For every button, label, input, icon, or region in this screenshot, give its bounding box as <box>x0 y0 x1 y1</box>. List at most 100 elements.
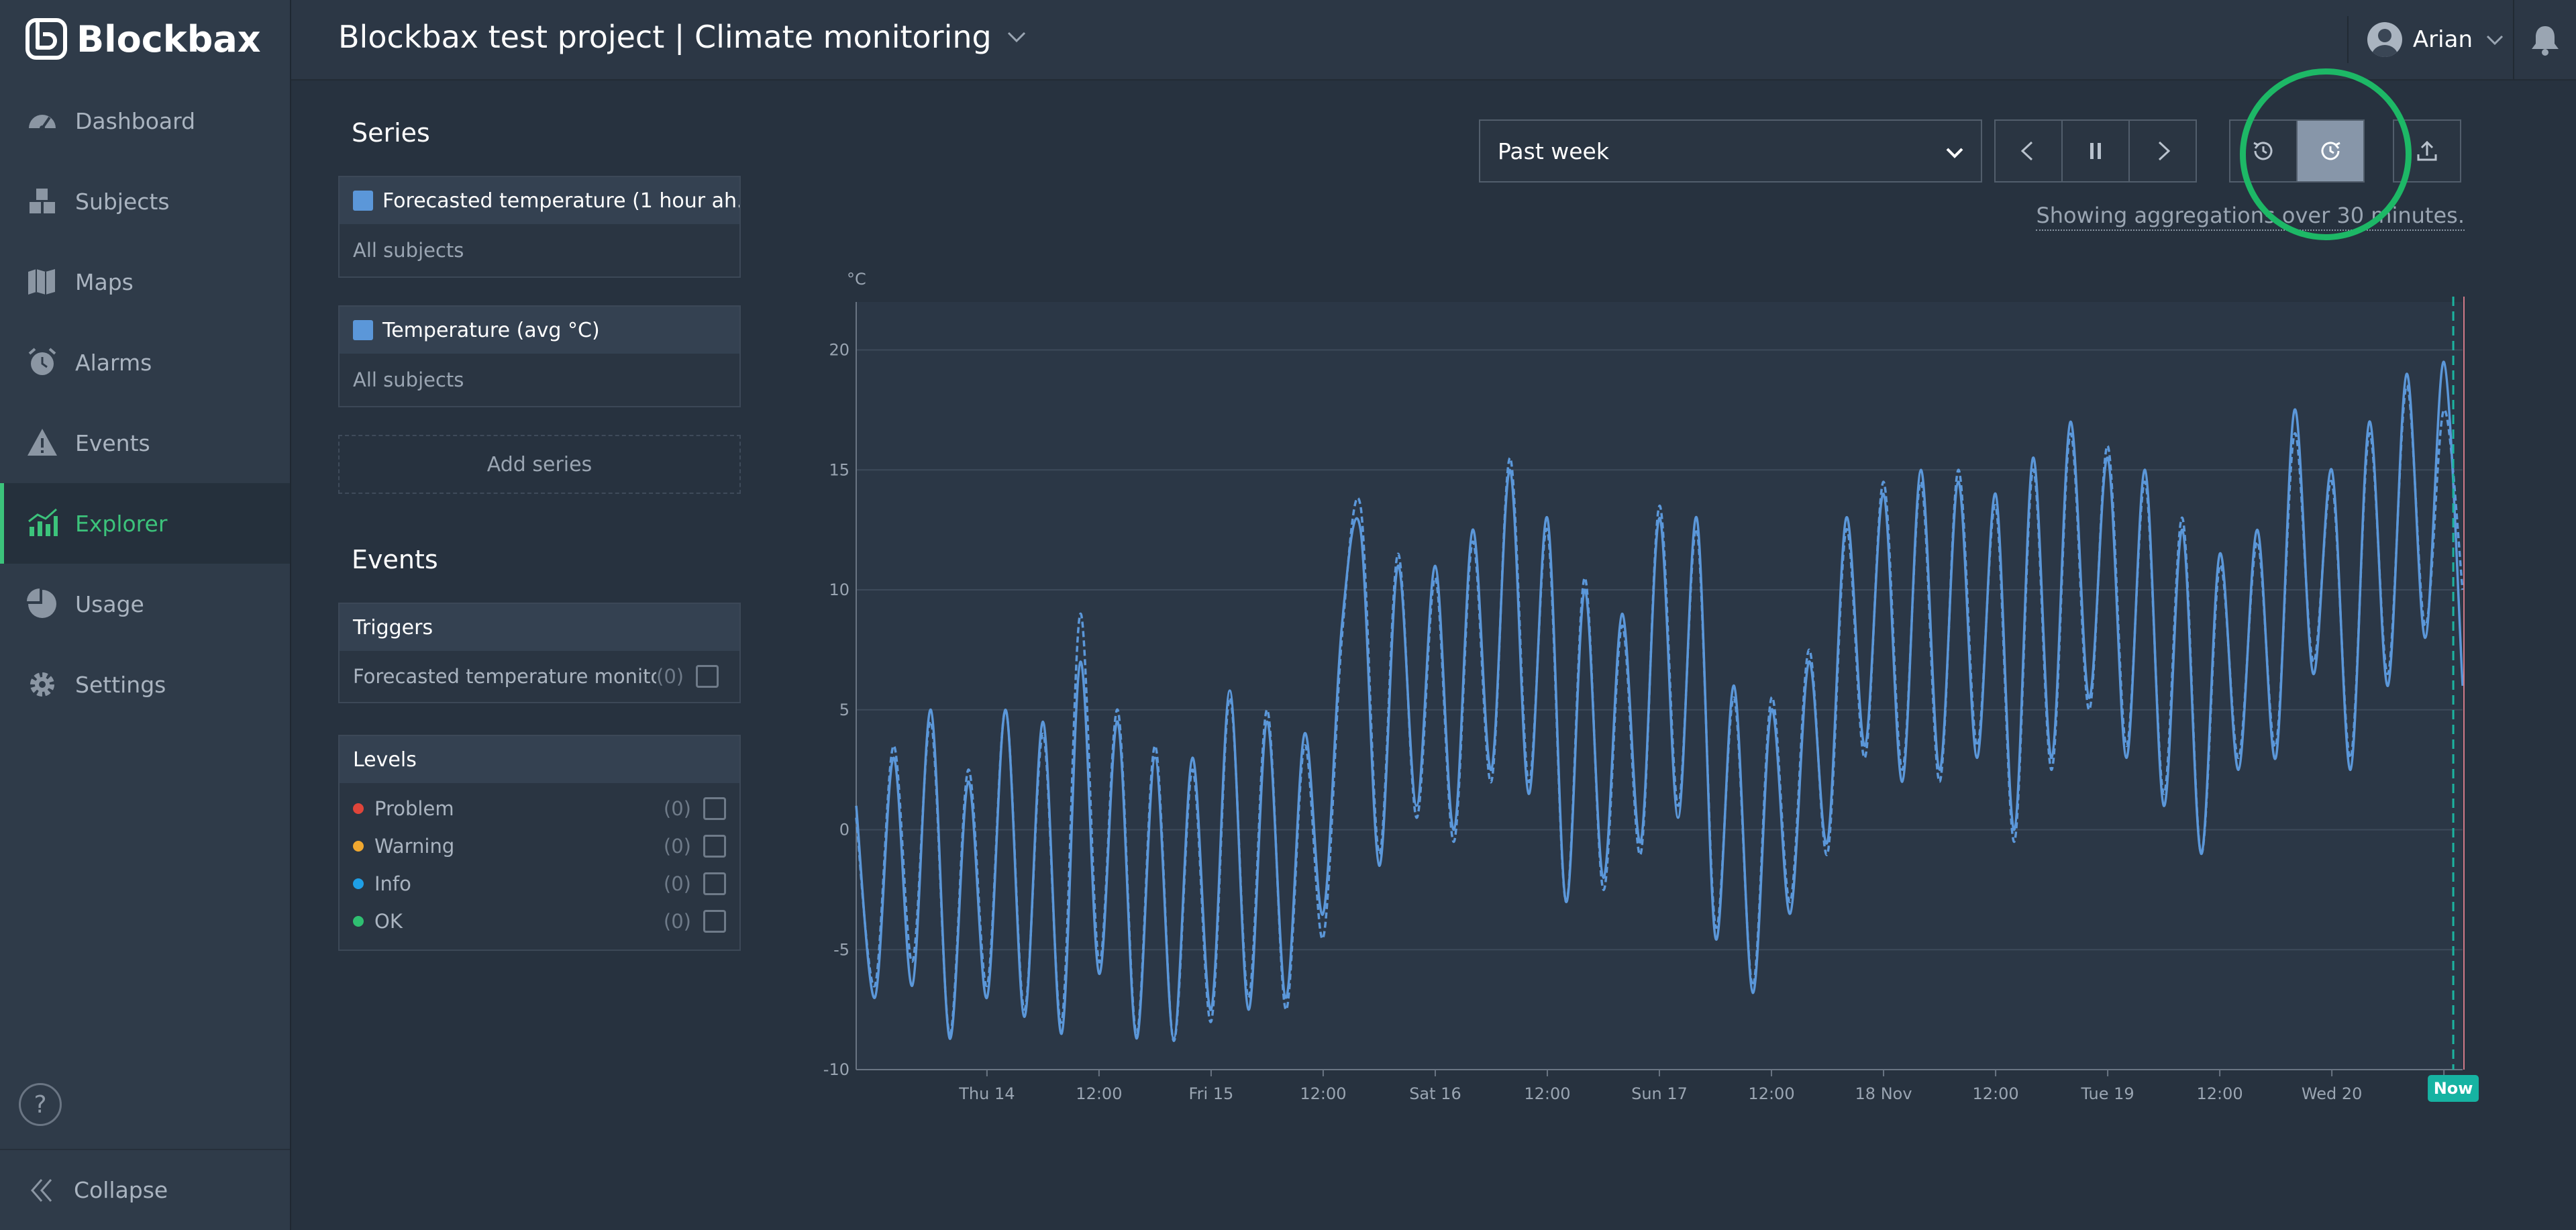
series-card[interactable]: Forecasted temperature (1 hour ah... All… <box>338 176 741 278</box>
history-back-button[interactable] <box>2229 119 2298 183</box>
level-row-problem[interactable]: Problem (0) <box>340 790 739 827</box>
level-checkbox[interactable] <box>703 910 726 933</box>
sidebar-item-label: Maps <box>75 268 134 295</box>
time-range-value: Past week <box>1498 138 1609 164</box>
time-range-select[interactable]: Past week <box>1479 119 1982 183</box>
user-menu[interactable]: Arian <box>2347 16 2505 63</box>
collapse-label: Collapse <box>74 1177 168 1203</box>
sidebar-item-label: Dashboard <box>75 107 196 134</box>
sidebar-item-settings[interactable]: Settings <box>0 644 290 725</box>
alarm-clock-icon <box>24 344 60 380</box>
level-count: (0) <box>663 872 691 895</box>
pause-icon <box>2090 143 2101 159</box>
events-section-title: Events <box>352 545 438 574</box>
y-tick-label: -10 <box>823 1060 849 1079</box>
y-tick-label: -5 <box>833 940 849 959</box>
sidebar-item-label: Settings <box>75 671 166 698</box>
level-label: Problem <box>374 797 454 820</box>
x-tick-label: 12:00 <box>1076 1084 1122 1103</box>
level-label: OK <box>374 910 403 933</box>
upload-icon <box>2417 140 2437 161</box>
x-tick-label: 12:00 <box>2197 1084 2243 1103</box>
x-tick-label: Fri 15 <box>1189 1084 1234 1103</box>
level-row-warning[interactable]: Warning (0) <box>340 827 739 865</box>
sidebar-item-events[interactable]: Events <box>0 403 290 483</box>
blockbax-logo-icon <box>25 18 67 60</box>
collapse-button[interactable]: Collapse <box>0 1149 290 1230</box>
sidebar-item-label: Subjects <box>75 188 170 215</box>
trigger-checkbox[interactable] <box>696 665 719 688</box>
y-tick-label: 15 <box>829 460 849 479</box>
series-color-swatch <box>353 320 373 340</box>
level-label: Info <box>374 872 411 895</box>
trigger-count: (0) <box>656 665 684 688</box>
series-header[interactable]: Forecasted temperature (1 hour ah... <box>340 177 739 224</box>
chart-icon <box>24 505 60 542</box>
level-row-ok[interactable]: OK (0) <box>340 903 739 940</box>
export-group <box>2393 119 2461 183</box>
sidebar-item-explorer[interactable]: Explorer <box>0 483 290 564</box>
user-name: Arian <box>2412 26 2473 53</box>
level-count: (0) <box>663 835 691 858</box>
notifications-button[interactable] <box>2513 0 2576 79</box>
sidebar-nav: Dashboard Subjects Maps Alarms Events Ex… <box>0 81 290 725</box>
add-series-button[interactable]: Add series <box>338 435 741 494</box>
now-marker: Now <box>2428 297 2479 1102</box>
top-header: Blockbax test project | Climate monitori… <box>291 0 2576 81</box>
series-scope[interactable]: All subjects <box>353 239 464 262</box>
project-selector[interactable]: Blockbax test project | Climate monitori… <box>338 19 1028 55</box>
aggregation-info[interactable]: Showing aggregations over 30 minutes. <box>2036 203 2465 231</box>
level-label: Warning <box>374 835 455 858</box>
time-navigation-group <box>1994 119 2197 183</box>
now-badge <box>2428 1075 2479 1102</box>
y-axis: °C -10 -5 0 5 10 15 20 <box>823 270 866 1079</box>
series-scope[interactable]: All subjects <box>353 368 464 391</box>
level-checkbox[interactable] <box>703 835 726 858</box>
map-icon <box>24 264 60 300</box>
history-mode-group <box>2229 119 2365 183</box>
plot-background <box>856 302 2463 1070</box>
project-title: Blockbax test project | Climate monitori… <box>338 19 992 55</box>
level-dot <box>353 841 364 852</box>
level-checkbox[interactable] <box>703 872 726 895</box>
temperature-chart[interactable]: °C -10 -5 0 5 10 15 20 Thu 14 12:00 Fri 15 12:00 S… <box>805 262 2496 1121</box>
level-count: (0) <box>663 797 691 820</box>
levels-card: Levels Problem (0) Warning (0) Info (0) … <box>338 735 741 951</box>
sidebar-item-label: Events <box>75 429 150 456</box>
chevron-down-icon <box>1007 32 1025 43</box>
sidebar: Blockbax Dashboard Subjects Maps Alarms … <box>0 0 291 1230</box>
export-button[interactable] <box>2393 119 2461 183</box>
level-row-info[interactable]: Info (0) <box>340 865 739 903</box>
temperature-series-line <box>855 360 2464 1040</box>
warning-triangle-icon <box>24 425 60 461</box>
series-card[interactable]: Temperature (avg °C) All subjects <box>338 305 741 407</box>
sidebar-item-maps[interactable]: Maps <box>0 242 290 322</box>
pause-button[interactable] <box>2061 119 2130 183</box>
history-icon <box>2253 142 2273 160</box>
x-tick-label: Sun 17 <box>1631 1084 1688 1103</box>
history-forward-button[interactable] <box>2296 119 2365 183</box>
level-checkbox[interactable] <box>703 797 726 820</box>
help-button[interactable]: ? <box>19 1083 62 1126</box>
logo[interactable]: Blockbax <box>25 15 261 63</box>
y-tick-label: 0 <box>839 821 849 839</box>
pie-icon <box>24 586 60 622</box>
level-dot <box>353 878 364 889</box>
series-name: Forecasted temperature (1 hour ah... <box>382 189 739 213</box>
sidebar-item-alarms[interactable]: Alarms <box>0 322 290 403</box>
x-tick-label: 12:00 <box>1524 1084 1570 1103</box>
triggers-card: Triggers Forecasted temperature monitor … <box>338 603 741 703</box>
series-name: Temperature (avg °C) <box>382 318 600 342</box>
series-color-swatch <box>353 191 373 211</box>
brand-name: Blockbax <box>76 17 261 60</box>
previous-period-button[interactable] <box>1994 119 2063 183</box>
levels-header: Levels <box>340 736 739 783</box>
series-header[interactable]: Temperature (avg °C) <box>340 307 739 354</box>
sidebar-item-usage[interactable]: Usage <box>0 564 290 644</box>
sidebar-item-subjects[interactable]: Subjects <box>0 161 290 242</box>
gear-icon <box>24 666 60 703</box>
trigger-row[interactable]: Forecasted temperature monitor (0) <box>340 651 739 702</box>
sidebar-item-dashboard[interactable]: Dashboard <box>0 81 290 161</box>
next-period-button[interactable] <box>2128 119 2197 183</box>
avatar <box>2367 22 2402 57</box>
